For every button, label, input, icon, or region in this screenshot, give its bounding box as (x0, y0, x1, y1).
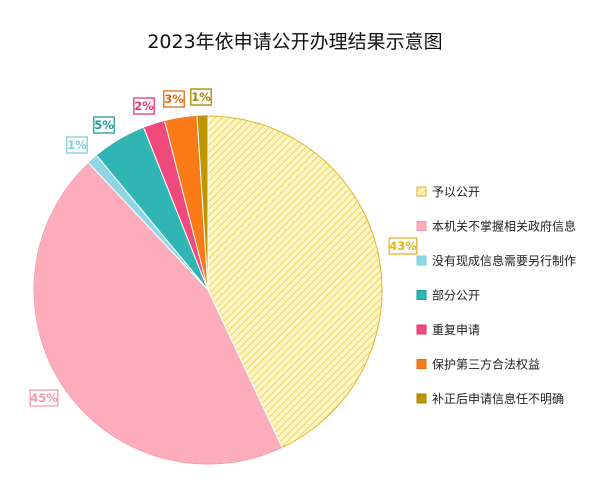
slice-value-labels: 43% 45% 1% 5% 2% 3% 1% (29, 88, 418, 407)
legend-label: 本机关不掌握相关政府信息 (432, 219, 576, 234)
value-label-text: 2% (134, 99, 154, 113)
value-label-text: 1% (191, 90, 211, 104)
pie-slice-edge (96, 127, 145, 157)
slice-value-label: 2% (133, 97, 155, 115)
legend-label: 保护第三方合法权益 (432, 357, 540, 372)
legend-item: 予以公开 (416, 185, 480, 199)
slice-value-label: 45% (29, 389, 59, 407)
chart-title: 2023年依申请公开办理结果示意图 (147, 31, 442, 53)
legend-label: 部分公开 (432, 288, 480, 303)
legend-swatch (416, 290, 427, 300)
legend-label: 重复申请 (432, 323, 480, 337)
value-label-text: 45% (30, 391, 58, 405)
value-label-text: 1% (67, 138, 87, 152)
legend-swatch (416, 324, 427, 335)
legend-swatch (416, 255, 427, 266)
slice-value-label: 1% (190, 88, 212, 106)
slice-value-label: 5% (93, 116, 115, 134)
legend-swatch (416, 393, 427, 404)
value-label-box (66, 136, 88, 154)
value-label-box (388, 237, 418, 255)
pie-slice-edge (207, 115, 383, 448)
legend-item: 没有现成信息需要另行制作 (416, 253, 576, 268)
value-label-box (190, 88, 212, 106)
value-label-box (29, 389, 59, 407)
legend: 予以公开本机关不掌握相关政府信息没有现成信息需要另行制作部分公开重复申请保护第三… (416, 185, 576, 406)
value-label-box (133, 97, 155, 115)
slice-value-label: 3% (163, 90, 185, 108)
legend-item: 保护第三方合法权益 (416, 357, 540, 372)
legend-item: 补正后申请信息任不明确 (416, 391, 564, 406)
legend-item: 部分公开 (416, 288, 480, 303)
pie-slice-edge (33, 162, 283, 465)
value-label-text: 5% (94, 118, 114, 132)
value-label-text: 3% (164, 92, 184, 106)
legend-label: 补正后申请信息任不明确 (432, 391, 564, 406)
value-label-box (163, 90, 185, 108)
legend-swatch (416, 186, 427, 197)
pie-slices (33, 115, 383, 465)
legend-label: 没有现成信息需要另行制作 (432, 253, 576, 268)
legend-swatch (416, 359, 427, 369)
value-label-box (93, 116, 115, 134)
legend-item: 本机关不掌握相关政府信息 (416, 219, 576, 234)
slice-value-label: 1% (66, 136, 88, 154)
legend-item: 重复申请 (416, 323, 480, 337)
slice-value-label: 43% (388, 237, 418, 255)
legend-label: 予以公开 (432, 185, 480, 199)
legend-swatch (416, 221, 427, 231)
value-label-text: 43% (389, 239, 417, 253)
